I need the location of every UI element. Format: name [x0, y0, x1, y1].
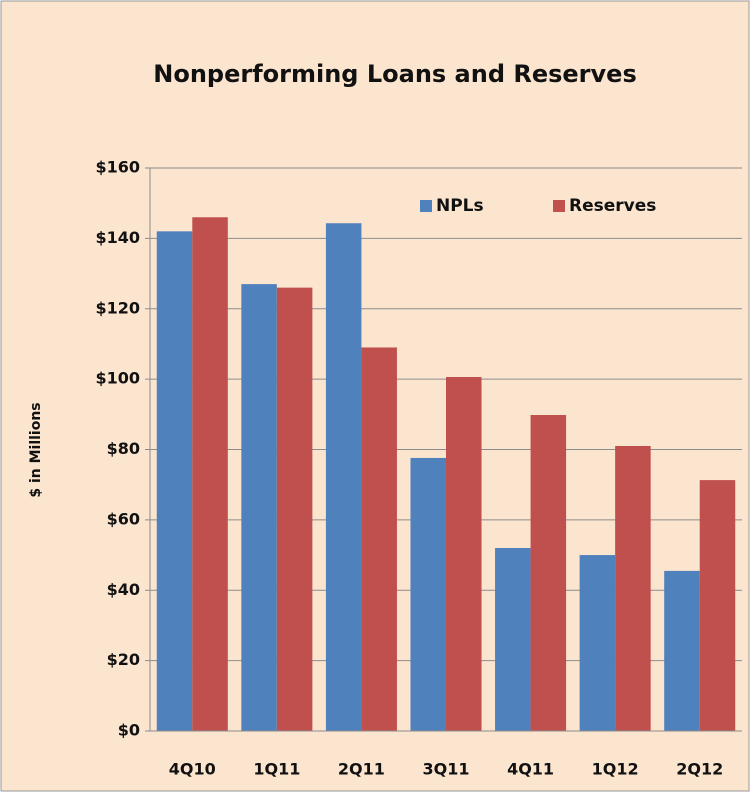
legend-swatch [420, 200, 432, 212]
y-tick-label: $160 [95, 158, 140, 177]
y-tick-label: $80 [107, 439, 140, 458]
bar [156, 231, 193, 731]
bar [579, 555, 616, 731]
bar [530, 415, 567, 731]
bar [192, 217, 228, 731]
y-tick-label: $140 [95, 228, 140, 247]
bar [241, 284, 277, 731]
y-tick-label: $0 [118, 721, 140, 740]
x-tick-label: 1Q11 [253, 760, 300, 779]
bar [664, 570, 700, 731]
x-tick-label: 4Q11 [507, 760, 554, 779]
y-tick-label: $40 [107, 580, 140, 599]
x-tick-label: 2Q11 [338, 760, 385, 779]
legend-swatch [553, 200, 565, 212]
bar [276, 287, 313, 731]
chart-title: Nonperforming Loans and Reserves [153, 60, 636, 88]
bar [325, 223, 362, 731]
bar [615, 445, 651, 731]
bar [699, 480, 736, 731]
x-tick-label: 2Q12 [676, 760, 723, 779]
x-tick-label: 3Q11 [423, 760, 470, 779]
y-tick-label: $120 [95, 298, 140, 317]
bar [410, 457, 446, 731]
x-tick-label: 1Q12 [592, 760, 639, 779]
legend-label: NPLs [436, 196, 484, 216]
bar [495, 548, 531, 731]
x-tick-label: 4Q10 [169, 760, 216, 779]
legend-label: Reserves [569, 196, 656, 216]
bar [446, 377, 482, 731]
bar [361, 347, 397, 731]
y-axis-label: $ in Millions [28, 402, 44, 497]
y-tick-label: $60 [107, 509, 140, 528]
y-tick-label: $100 [95, 369, 140, 388]
y-tick-label: $20 [107, 650, 140, 669]
